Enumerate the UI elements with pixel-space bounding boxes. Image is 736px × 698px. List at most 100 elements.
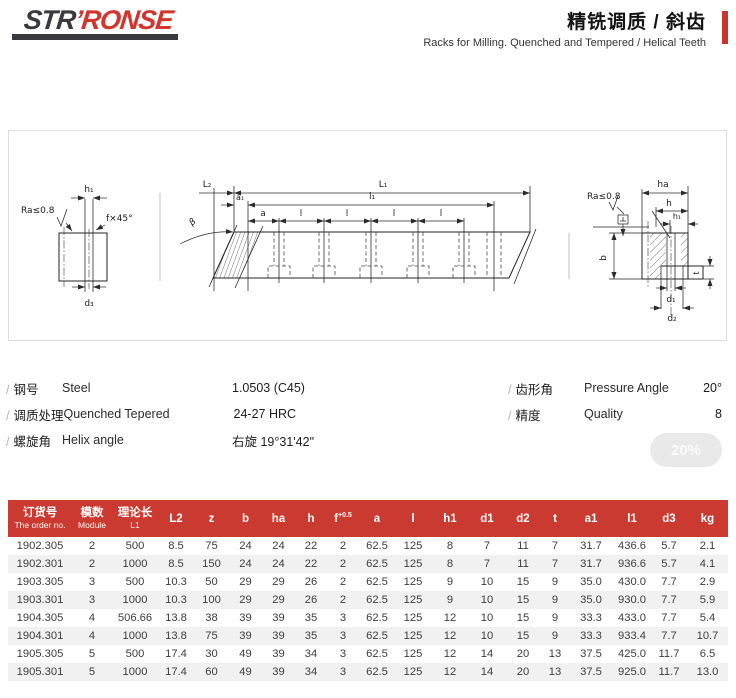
table-cell: 13.0 [696,666,719,678]
table-cell: 430.0 [618,576,646,588]
table-cell: 15 [516,630,530,642]
table-cell: 5.4 [699,612,716,624]
table-cell: 930.0 [618,594,646,606]
table-cell: 8.5 [168,540,184,552]
dim-label-l: l [393,209,396,219]
spec-value: 24-27 HRC [233,407,297,421]
table-cell: 11 [517,558,529,570]
table-cell: 125 [403,558,423,570]
column-header: L2 [169,512,183,525]
table-cell: 436.6 [618,540,646,552]
table-cell: 13.8 [165,630,187,642]
table-cell: 60 [205,666,218,678]
table-cell: 31.7 [580,540,602,552]
spec-row-quality: / 精度 Quality 8 [508,401,722,427]
table-row: 1902.305 2 500 8.5 75 24 24 22 2 62.5 125 8 7 11 7 31.7… [8,537,728,555]
table-cell: 62.5 [366,594,388,606]
column-header: b [241,512,250,525]
table-cell: 500 [125,540,145,552]
table-cell: 34 [304,666,318,678]
spec-label-zh: / 精度 [508,408,541,423]
table-cell: 425.0 [618,648,646,660]
spec-value: 1.0503 (C45) [232,381,305,395]
spec-list-right: / 齿形角 Pressure Angle 20° / 精度 Quality 8 [508,375,722,427]
table-cell: 5 [88,666,96,678]
table-cell: 3 [339,648,347,660]
table-cell: 49 [239,666,252,678]
table-cell: 35 [304,612,318,624]
spec-label-en: Quality [584,407,623,421]
table-cell: 24 [272,558,285,570]
table-cell: 14 [480,666,494,678]
spec-list-left: / 钢号 Steel 1.0503 (C45) / 调质处理 Quenched Te… [6,375,366,453]
table-cell: 1904.305 [16,612,64,624]
dim-label-d3: d₃ [84,299,94,309]
page-title-chinese: 精铣调质 / 斜齿 [567,12,706,33]
section-view-right: b ha h h₁ Ra≤0.8 t d₁ d₂ [587,180,714,324]
table-cell: 4 [88,630,96,642]
technical-drawing-panel: .d{stroke:#2a2a2a;stroke-width:0.7;fill:… [8,130,727,341]
table-cell: 125 [403,612,423,624]
column-header: z [208,512,215,525]
column-header: kg [700,512,715,525]
surface-finish-icon [608,195,619,211]
column-header: 模数 Module [78,506,106,531]
dim-label-L2: L₂ [203,180,212,190]
table-cell: 24 [272,540,285,552]
table-cell: 9 [551,612,559,624]
table-cell: 3 [88,594,96,606]
table-cell: 3 [88,576,96,588]
table-cell: 1000 [122,666,148,678]
dim-label-b: b [599,255,609,261]
table-cell: 29 [272,594,285,606]
table-cell: 10 [480,576,494,588]
table-cell: 9 [551,630,559,642]
table-cell: 9 [446,576,454,588]
table-cell: 10.3 [165,594,187,606]
table-cell: 1904.301 [16,630,64,642]
dim-label-d2: d₂ [667,314,677,324]
table-cell: 1905.301 [16,666,64,678]
dim-label-h: h [666,199,672,209]
table-cell: 5.7 [661,558,677,570]
table-cell: 7 [483,540,491,552]
plan-view: L₂ L₁ l₁ a₁ a l l l l β [179,180,537,291]
table-cell: 10 [480,612,494,624]
table-cell: 12 [443,666,457,678]
table-cell: 125 [403,540,423,552]
table-cell: 35 [304,630,318,642]
table-cell: 125 [403,648,423,660]
table-row: 1905.305 5 500 17.4 30 49 39 34 3 62.5 125 12 14 20 13… [8,645,728,663]
spec-label-zh: / 螺旋角 [6,434,51,449]
table-cell: 12 [443,612,457,624]
dim-label-h1-right: h₁ [673,212,681,221]
spec-row-pressure-angle: / 齿形角 Pressure Angle 20° [508,375,722,401]
table-cell: 7.7 [661,576,677,588]
table-cell: 13 [548,666,562,678]
table-cell: 22 [304,540,318,552]
table-cell: 37.5 [580,666,602,678]
table-cell: 4.1 [699,558,716,570]
table-cell: 3 [339,630,347,642]
table-cell: 936.6 [618,558,646,570]
table-row: 1903.301 3 1000 10.3 100 29 29 26 2 62.5 125 9 10 15 9… [8,591,728,609]
table-cell: 62.5 [366,558,388,570]
table-cell: 8.5 [168,558,184,570]
spec-label-en: Pressure Angle [584,381,669,395]
table-cell: 13.8 [165,612,187,624]
table-cell: 100 [202,594,221,606]
brand-logo-underline [12,34,178,40]
table-row: 1902.301 2 1000 8.5 150 24 24 22 2 62.5 125 8 7 11 7 31… [8,555,728,573]
spec-row-steel: / 钢号 Steel 1.0503 (C45) [6,375,366,401]
dim-label-beta: β [187,217,199,229]
column-header: t [553,512,557,525]
dim-label-a: a [260,209,266,219]
table-cell: 1000 [122,630,148,642]
table-cell: 125 [403,666,423,678]
spec-label-zh: / 钢号 [6,382,39,397]
table-cell: 29 [272,576,285,588]
table-cell: 11.7 [658,666,680,678]
table-cell: 13 [548,648,562,660]
technical-drawing: .d{stroke:#2a2a2a;stroke-width:0.7;fill:… [21,180,714,324]
table-cell: 29 [239,594,252,606]
